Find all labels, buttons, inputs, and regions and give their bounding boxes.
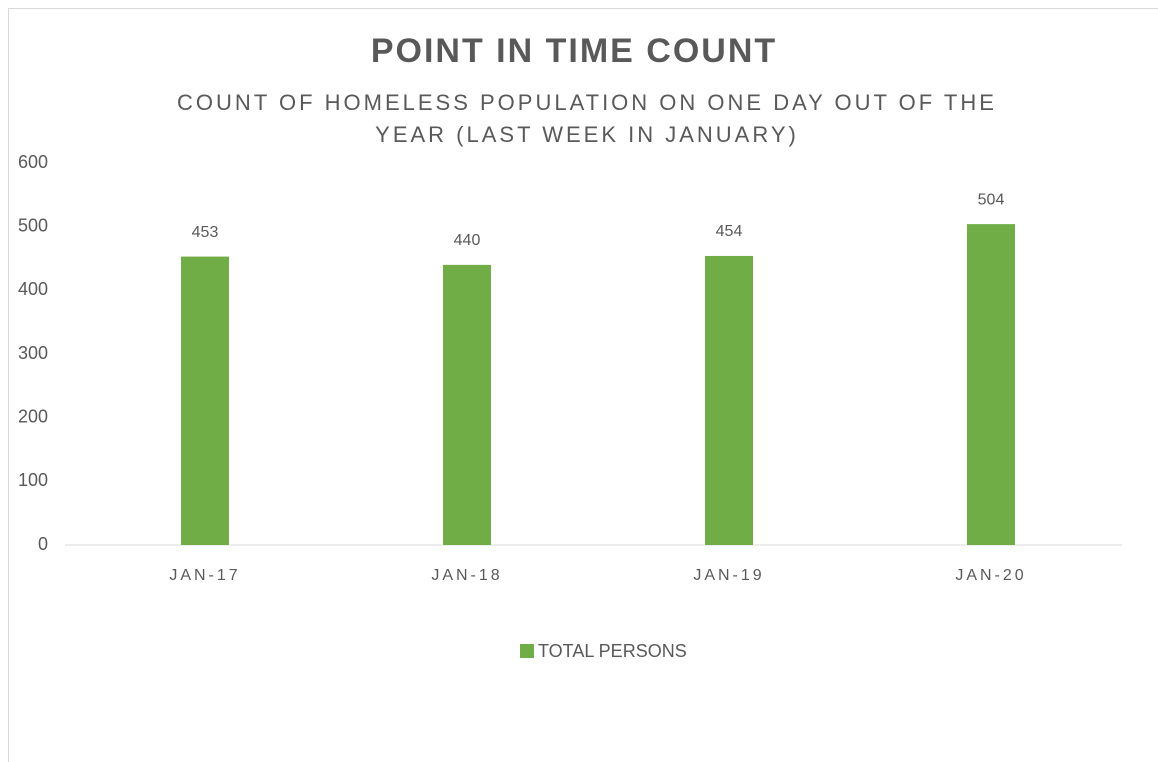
- x-tick-label: JAN-20: [955, 567, 1026, 584]
- legend-swatch: [520, 644, 534, 658]
- data-label: 454: [716, 223, 743, 240]
- bar: [443, 264, 491, 545]
- chart-subtitle: YEAR (LAST WEEK IN JANUARY): [375, 122, 799, 147]
- y-tick-label: 500: [18, 215, 48, 235]
- data-label: 504: [978, 191, 1005, 208]
- bar: [705, 255, 753, 545]
- x-tick-label: JAN-18: [431, 567, 502, 584]
- legend-label: TOTAL PERSONS: [538, 641, 687, 661]
- x-tick-label: JAN-19: [693, 567, 764, 584]
- chart-title: POINT IN TIME COUNT: [371, 32, 777, 70]
- x-tick-label: JAN-17: [169, 567, 240, 584]
- bar: [181, 256, 229, 545]
- data-label: 453: [192, 224, 219, 241]
- y-tick-label: 600: [18, 152, 48, 172]
- y-tick-label: 0: [38, 534, 48, 554]
- bar: [967, 224, 1015, 545]
- chart-subtitle: COUNT OF HOMELESS POPULATION ON ONE DAY …: [177, 90, 997, 115]
- y-tick-label: 400: [18, 279, 48, 299]
- y-tick-label: 200: [18, 406, 48, 426]
- y-tick-label: 300: [18, 343, 48, 363]
- data-label: 440: [454, 232, 481, 249]
- y-tick-label: 100: [18, 470, 48, 490]
